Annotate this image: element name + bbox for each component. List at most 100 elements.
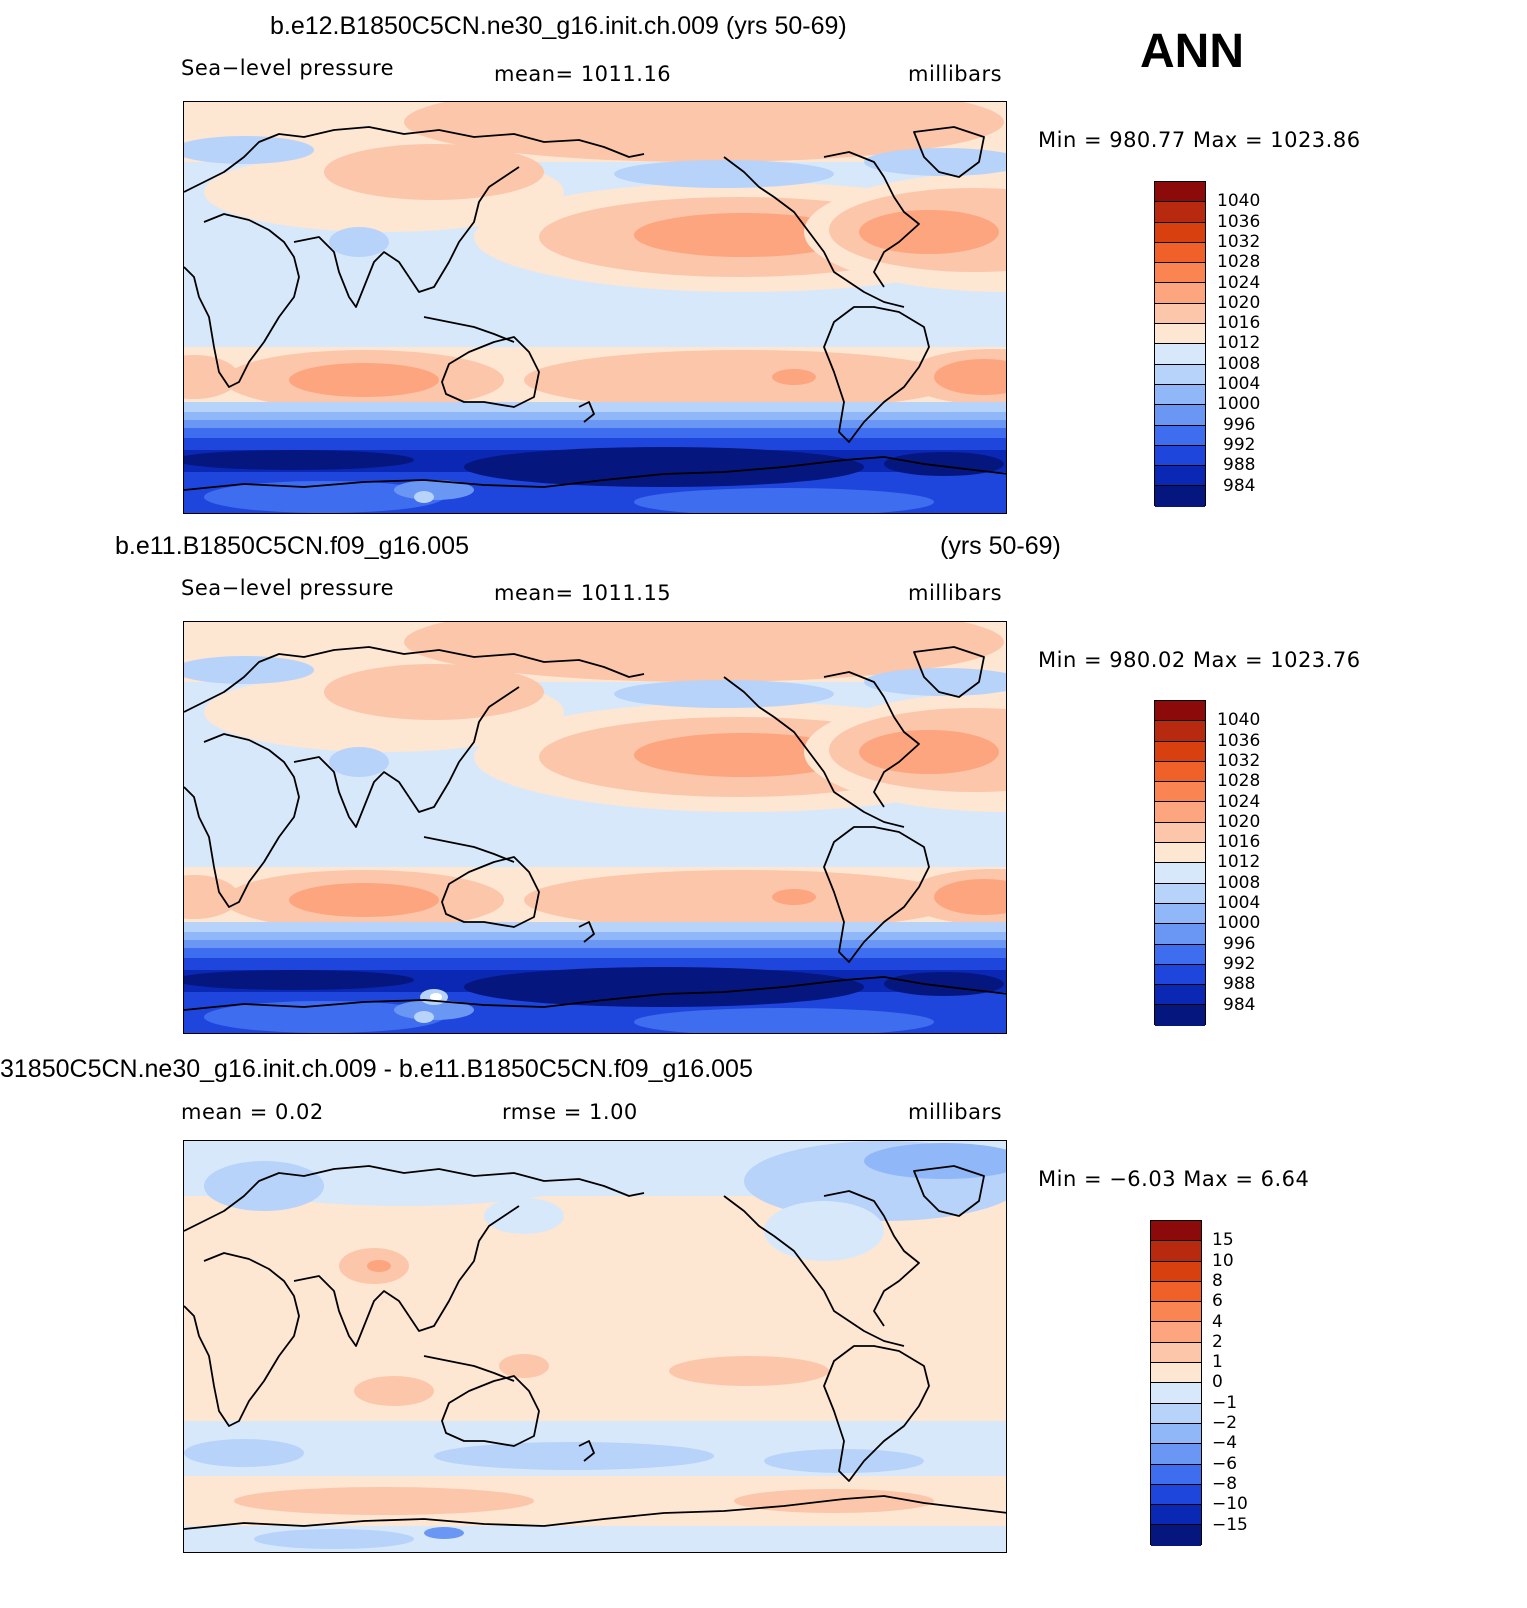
colorbar-segment (1155, 903, 1205, 925)
colorbar-segment (1151, 1403, 1201, 1424)
colorbar-segment (1155, 202, 1205, 223)
colorbar-tick-label: 984 (1223, 475, 1256, 496)
colorbar-tick-label: −8 (1212, 1473, 1238, 1494)
colorbar-tick-label: −1 (1212, 1392, 1238, 1413)
colorbar-segment (1155, 283, 1205, 304)
colorbar-segment (1155, 1005, 1205, 1026)
colorbar-segment (1155, 466, 1205, 487)
colorbar-tick-label: −2 (1212, 1413, 1238, 1433)
panel2-mean-label: mean= 1011.15 (494, 581, 672, 605)
colorbar-tick-label: 1 (1212, 1352, 1223, 1373)
colorbar-tick-label: 1000 (1217, 394, 1261, 415)
colorbar-segment (1151, 1383, 1201, 1404)
colorbar-tick-label: 1020 (1217, 811, 1261, 832)
colorbar-tick-label: 1040 (1217, 191, 1261, 212)
colorbar-tick-label: 10 (1212, 1250, 1234, 1271)
colorbar-tick-label: 992 (1223, 434, 1256, 455)
season-label: ANN (1140, 25, 1244, 78)
colorbar-segment (1155, 721, 1205, 742)
colorbar-segment (1155, 761, 1205, 783)
colorbar-segment (1151, 1363, 1201, 1384)
colorbar-segment (1151, 1302, 1201, 1323)
colorbar-segment (1155, 782, 1205, 803)
colorbar-segment (1151, 1464, 1201, 1485)
panel2-minmax: Min = 980.02 Max = 1023.76 (1038, 648, 1361, 672)
colorbar-segment (1151, 1505, 1201, 1526)
colorbar-tick-label: 1032 (1217, 750, 1261, 771)
colorbar-segment (1155, 863, 1205, 884)
colorbar-segment (1155, 324, 1205, 345)
colorbar-tick-label: −6 (1212, 1453, 1238, 1474)
panel3-units-label: millibars (908, 1100, 1003, 1124)
panel1-variable-label: Sea−level pressure (181, 56, 395, 80)
colorbar-segment (1151, 1444, 1201, 1465)
panel1-units-label: millibars (908, 62, 1003, 86)
panel2-years: (yrs 50-69) (940, 532, 1061, 560)
colorbar-tick-label: 8 (1212, 1270, 1223, 1291)
colorbar-segment (1155, 242, 1205, 264)
colorbar-segment (1151, 1281, 1201, 1303)
colorbar-segment (1151, 1525, 1201, 1546)
colorbar-tick-label: 1036 (1217, 730, 1261, 751)
colorbar-tick-label: 1028 (1217, 771, 1261, 792)
colorbar-segment (1151, 1423, 1201, 1445)
colorbar-tick-label: 1016 (1217, 832, 1261, 853)
colorbar-segment (1155, 405, 1205, 426)
colorbar-segment (1155, 486, 1205, 507)
colorbar-segment (1155, 843, 1205, 864)
map-field (184, 102, 1006, 513)
colorbar-segment (1155, 883, 1205, 904)
colorbar-segment (1155, 741, 1205, 762)
colorbar-segment (1151, 1322, 1201, 1343)
colorbar-tick-label: 988 (1223, 974, 1256, 995)
colorbar-segment (1155, 985, 1205, 1006)
colorbar-tick-label: −4 (1212, 1433, 1238, 1454)
panel2-title: b.e11.B1850C5CN.f09_g16.005 (115, 532, 469, 560)
coastlines (184, 126, 1006, 491)
colorbar-segment (1155, 182, 1205, 203)
colorbar-segment (1155, 364, 1205, 385)
colorbar-tick-label: 2 (1212, 1331, 1223, 1352)
colorbar-tick-label: 1004 (1217, 374, 1261, 394)
map-field (184, 1141, 1006, 1552)
colorbar-tick-label: 1000 (1217, 913, 1261, 934)
panel1-mean-label: mean= 1011.16 (494, 62, 672, 86)
colorbar-segment (1155, 344, 1205, 365)
colorbar-tick-label: 1040 (1217, 710, 1261, 731)
colorbar-tick-label: 988 (1223, 455, 1256, 476)
panel3-colorbar (1150, 1220, 1202, 1546)
colorbar-segment (1151, 1221, 1201, 1242)
colorbar-segment (1155, 445, 1205, 467)
colorbar-segment (1155, 384, 1205, 406)
colorbar-tick-label: 1020 (1217, 292, 1261, 313)
panel1-colorbar (1154, 181, 1206, 507)
colorbar-segment (1151, 1484, 1201, 1506)
colorbar-tick-label: 1008 (1217, 872, 1261, 893)
panel3-minmax: Min = −6.03 Max = 6.64 (1038, 1167, 1310, 1191)
colorbar-tick-label: 996 (1223, 933, 1256, 954)
panel2-colorbar (1154, 700, 1206, 1026)
panel3-map (183, 1140, 1007, 1553)
panel1-map (183, 101, 1007, 514)
colorbar-tick-label: −15 (1212, 1514, 1248, 1535)
panel3-mean-label: mean = 0.02 (181, 1100, 324, 1124)
colorbar-tick-label: 6 (1212, 1291, 1223, 1312)
colorbar-segment (1155, 222, 1205, 243)
colorbar-tick-label: 1032 (1217, 231, 1261, 252)
colorbar-segment (1155, 303, 1205, 325)
colorbar-tick-label: 1012 (1217, 333, 1261, 354)
panel2-variable-label: Sea−level pressure (181, 576, 395, 600)
colorbar-segment (1155, 425, 1205, 446)
coastlines (184, 646, 1006, 1011)
colorbar-tick-label: 1024 (1217, 272, 1261, 293)
colorbar-tick-label: 1008 (1217, 353, 1261, 374)
colorbar-tick-label: 0 (1212, 1372, 1223, 1393)
colorbar-segment (1155, 701, 1205, 722)
colorbar-segment (1155, 263, 1205, 284)
colorbar-segment (1155, 802, 1205, 823)
colorbar-segment (1151, 1261, 1201, 1282)
colorbar-tick-label: −10 (1212, 1494, 1248, 1515)
coastlines (184, 1165, 1006, 1530)
map-field (184, 622, 1006, 1033)
colorbar-segment (1155, 822, 1205, 844)
